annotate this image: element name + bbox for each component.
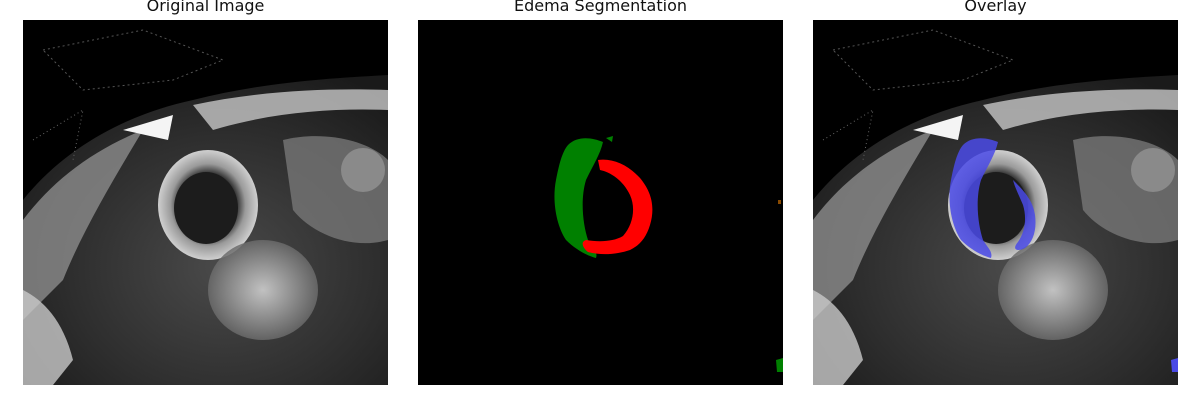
segmentation-mask-image [418, 20, 783, 385]
panel-overlay: Overlay [813, 0, 1178, 400]
overlay-mask-region [949, 138, 998, 258]
panel-title-segmentation: Edema Segmentation [513, 0, 688, 15]
overlay-image [813, 20, 1178, 385]
panel-title-original: Original Image [146, 0, 265, 15]
overlay-mask-region-right [1013, 180, 1036, 250]
segmentation-region-red [582, 159, 653, 255]
panel-title-overlay: Overlay [964, 0, 1027, 15]
original-mri-image [23, 20, 388, 385]
panel-segmentation: Edema Segmentation [418, 0, 783, 400]
panel-original: Original Image [23, 0, 388, 400]
segmentation-region-green [554, 138, 603, 258]
